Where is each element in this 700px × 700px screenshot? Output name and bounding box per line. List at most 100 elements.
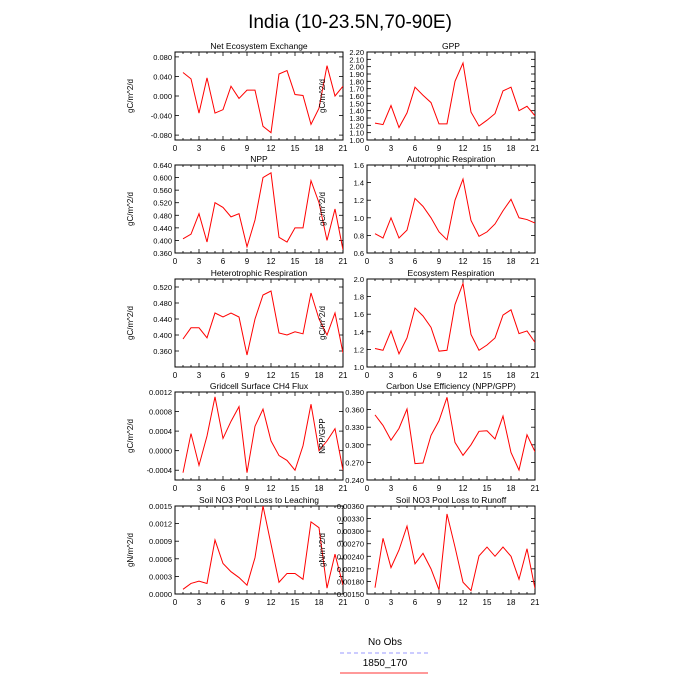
gridcell-surface-ch4-flux-ytick-label: 0.0004 xyxy=(149,427,172,436)
panels-grid: Net Ecosystem Exchange gC/m^2/d 0 3 6 9 12 15 18… xyxy=(126,41,540,607)
ecosystem-respiration-xtick-label: 3 xyxy=(389,371,394,380)
npp-ylabel: gC/m^2/d xyxy=(126,192,135,226)
ecosystem-respiration-xtick-label: 15 xyxy=(483,371,492,380)
net-ecosystem-exchange-series-line xyxy=(182,65,343,134)
soil-no3-pool-loss-to-runoff-xtick-label: 12 xyxy=(459,598,468,607)
net-ecosystem-exchange-ytick-label: 0.080 xyxy=(153,53,172,62)
gridcell-surface-ch4-flux-xtick-label: 21 xyxy=(339,484,348,493)
soil-no3-pool-loss-to-runoff-title: Soil NO3 Pool Loss to Runoff xyxy=(396,495,507,505)
carbon-use-efficiency-npp-gpp-ytick-label: 0.240 xyxy=(345,476,364,485)
carbon-use-efficiency-npp-gpp-xtick-label: 12 xyxy=(459,484,468,493)
npp-xtick-label: 9 xyxy=(245,257,250,266)
gpp-title: GPP xyxy=(442,41,460,51)
carbon-use-efficiency-npp-gpp-ytick-label: 0.390 xyxy=(345,388,364,397)
soil-no3-pool-loss-to-leaching-title: Soil NO3 Pool Loss to Leaching xyxy=(199,495,319,505)
gridcell-surface-ch4-flux-xtick-label: 6 xyxy=(221,484,226,493)
gpp-ytick-label: 1.50 xyxy=(349,99,364,108)
soil-no3-pool-loss-to-runoff-xtick-label: 6 xyxy=(413,598,418,607)
heterotrophic-respiration-ytick-label: 0.360 xyxy=(153,347,172,356)
autotrophic-respiration-ytick-label: 1.0 xyxy=(354,214,364,223)
soil-no3-pool-loss-to-runoff-ylabel: gN/m^2/d xyxy=(318,533,327,567)
net-ecosystem-exchange-ytick-label: 0.040 xyxy=(153,72,172,81)
ecosystem-respiration-xtick-label: 18 xyxy=(507,371,516,380)
ecosystem-respiration-xtick-label: 12 xyxy=(459,371,468,380)
ecosystem-respiration-ytick-label: 1.2 xyxy=(354,345,364,354)
autotrophic-respiration-series-line xyxy=(374,177,535,241)
autotrophic-respiration-ytick-label: 0.6 xyxy=(354,249,364,258)
npp-ytick-label: 0.640 xyxy=(153,161,172,170)
soil-no3-pool-loss-to-leaching-xtick-label: 21 xyxy=(339,598,348,607)
gridcell-surface-ch4-flux-ylabel: gC/m^2/d xyxy=(126,419,135,453)
ecosystem-respiration-frame xyxy=(366,278,536,368)
net-ecosystem-exchange-xtick-label: 3 xyxy=(197,144,202,153)
gpp-xtick-label: 0 xyxy=(365,144,370,153)
heterotrophic-respiration-xtick-label: 6 xyxy=(221,371,226,380)
carbon-use-efficiency-npp-gpp-xtick-label: 0 xyxy=(365,484,370,493)
gpp-xtick-label: 3 xyxy=(389,144,394,153)
npp-xtick-label: 0 xyxy=(173,257,178,266)
soil-no3-pool-loss-to-leaching-ytick-label: 0.0015 xyxy=(149,502,172,511)
carbon-use-efficiency-npp-gpp-xtick-label: 21 xyxy=(531,484,540,493)
autotrophic-respiration-xtick-label: 6 xyxy=(413,257,418,266)
gridcell-surface-ch4-flux-series-line xyxy=(182,396,343,473)
soil-no3-pool-loss-to-runoff-ytick-label: 0.00240 xyxy=(337,552,364,561)
panel-soil-no3-pool-loss-to-runoff: Soil NO3 Pool Loss to Runoff gN/m^2/d 0 3 6 9… xyxy=(318,495,540,607)
gpp-ytick-label: 1.60 xyxy=(349,92,364,101)
soil-no3-pool-loss-to-leaching-xtick-label: 18 xyxy=(315,598,324,607)
heterotrophic-respiration-ytick-label: 0.520 xyxy=(153,283,172,292)
gpp-ytick-label: 2.00 xyxy=(349,63,364,72)
npp-xtick-label: 15 xyxy=(291,257,300,266)
soil-no3-pool-loss-to-runoff-xtick-label: 21 xyxy=(531,598,540,607)
panel-autotrophic-respiration: Autotrophic Respiration gC/m^2/d 0 3 6 9 12 15 1… xyxy=(318,154,540,266)
carbon-use-efficiency-npp-gpp-ytick-label: 0.300 xyxy=(345,441,364,450)
carbon-use-efficiency-npp-gpp-ylabel: NPP/GPP xyxy=(318,418,327,454)
gridcell-surface-ch4-flux-ytick-label: 0.0012 xyxy=(149,388,172,397)
npp-ytick-label: 0.360 xyxy=(153,249,172,258)
autotrophic-respiration-ytick-label: 1.6 xyxy=(354,161,364,170)
soil-no3-pool-loss-to-leaching-ytick-label: 0.0006 xyxy=(149,555,172,564)
gridcell-surface-ch4-flux-xtick-label: 0 xyxy=(173,484,178,493)
gpp-ytick-label: 2.10 xyxy=(349,55,364,64)
autotrophic-respiration-title: Autotrophic Respiration xyxy=(407,154,496,164)
autotrophic-respiration-ytick-label: 1.4 xyxy=(354,179,364,188)
heterotrophic-respiration-ytick-label: 0.440 xyxy=(153,315,172,324)
heterotrophic-respiration-xtick-label: 3 xyxy=(197,371,202,380)
net-ecosystem-exchange-ytick-label: -0.040 xyxy=(151,112,172,121)
ecosystem-respiration-ytick-label: 2.0 xyxy=(354,275,364,284)
soil-no3-pool-loss-to-runoff-ytick-label: 0.00330 xyxy=(337,515,364,524)
gpp-ytick-label: 1.90 xyxy=(349,70,364,79)
soil-no3-pool-loss-to-runoff-ytick-label: 0.00300 xyxy=(337,527,364,536)
heterotrophic-respiration-ytick-label: 0.480 xyxy=(153,299,172,308)
figure-title: India (10-23.5N,70-90E) xyxy=(248,12,452,33)
panel-soil-no3-pool-loss-to-leaching: Soil NO3 Pool Loss to Leaching gN/m^2/d 0 3… xyxy=(126,495,348,607)
carbon-use-efficiency-npp-gpp-xtick-label: 3 xyxy=(389,484,394,493)
gpp-ytick-label: 1.20 xyxy=(349,121,364,130)
gpp-ytick-label: 1.00 xyxy=(349,136,364,145)
net-ecosystem-exchange-xtick-label: 0 xyxy=(173,144,178,153)
autotrophic-respiration-xtick-label: 12 xyxy=(459,257,468,266)
gpp-ytick-label: 1.30 xyxy=(349,114,364,123)
npp-xtick-label: 18 xyxy=(315,257,324,266)
autotrophic-respiration-ytick-label: 0.8 xyxy=(354,231,364,240)
carbon-use-efficiency-npp-gpp-xtick-label: 15 xyxy=(483,484,492,493)
net-ecosystem-exchange-title: Net Ecosystem Exchange xyxy=(210,41,308,51)
heterotrophic-respiration-ytick-label: 0.400 xyxy=(153,331,172,340)
ecosystem-respiration-ytick-label: 1.4 xyxy=(354,328,364,337)
net-ecosystem-exchange-xtick-label: 15 xyxy=(291,144,300,153)
soil-no3-pool-loss-to-leaching-frame xyxy=(174,505,344,595)
npp-ytick-label: 0.520 xyxy=(153,199,172,208)
soil-no3-pool-loss-to-runoff-xtick-label: 3 xyxy=(389,598,394,607)
soil-no3-pool-loss-to-leaching-xtick-label: 15 xyxy=(291,598,300,607)
gridcell-surface-ch4-flux-xtick-label: 12 xyxy=(267,484,276,493)
npp-ytick-label: 0.480 xyxy=(153,211,172,220)
autotrophic-respiration-xtick-label: 3 xyxy=(389,257,394,266)
npp-ytick-label: 0.600 xyxy=(153,174,172,183)
soil-no3-pool-loss-to-runoff-xtick-label: 15 xyxy=(483,598,492,607)
soil-no3-pool-loss-to-leaching-xtick-label: 6 xyxy=(221,598,226,607)
panel-gridcell-surface-ch4-flux: Gridcell Surface CH4 Flux gC/m^2/d 0 3 6 9 12 1… xyxy=(126,381,348,493)
heterotrophic-respiration-xtick-label: 12 xyxy=(267,371,276,380)
heterotrophic-respiration-ylabel: gC/m^2/d xyxy=(126,306,135,340)
gpp-series-line xyxy=(374,61,535,129)
npp-ytick-label: 0.560 xyxy=(153,186,172,195)
npp-title: NPP xyxy=(250,154,268,164)
